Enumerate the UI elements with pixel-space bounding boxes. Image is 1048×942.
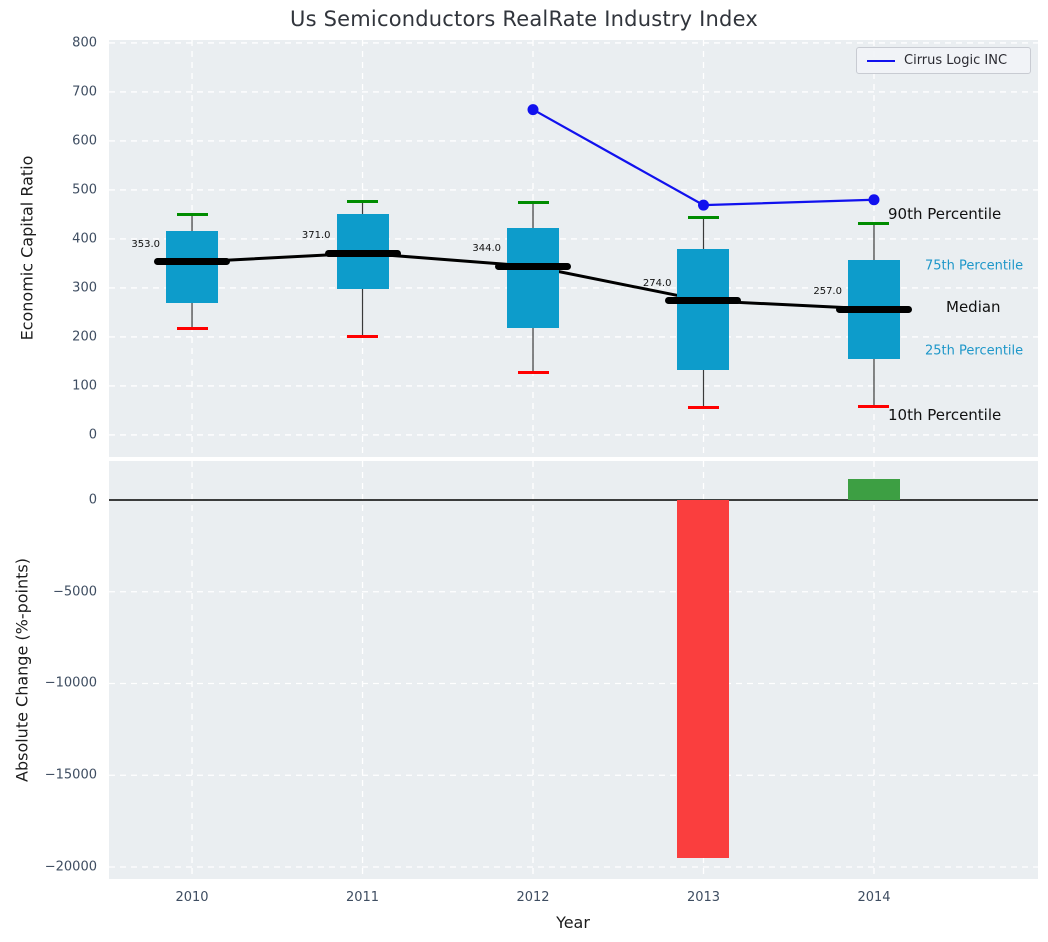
ytick-top-300: 300: [72, 280, 97, 296]
cap-90th-2011: [347, 199, 379, 203]
cap-90th-2012: [517, 201, 549, 205]
legend-line-sample-icon: [867, 59, 895, 62]
ytick-top-500: 500: [72, 182, 97, 198]
median-marker-2010: [154, 258, 231, 266]
legend-label: Cirrus Logic INC: [904, 53, 1008, 68]
xtick-2013: 2013: [686, 890, 721, 905]
annotation-25th-percentile: 25th Percentile: [925, 343, 1024, 359]
cap-90th-2014: [858, 221, 890, 225]
median-marker-2013: [665, 297, 742, 305]
ytick-top-700: 700: [72, 84, 97, 100]
y-axis-label-top: Economic Capital Ratio: [17, 155, 37, 341]
cirrus-logic-point-2013: [697, 199, 709, 211]
xtick-2012: 2012: [516, 890, 550, 905]
cap-10th-2012: [517, 370, 549, 374]
ytick-bottom-−20000: −20000: [44, 859, 97, 875]
cap-10th-2014: [858, 405, 890, 409]
ytick-bottom-−5000: −5000: [53, 584, 97, 600]
xtick-2010: 2010: [175, 890, 209, 905]
cap-10th-2013: [687, 405, 719, 409]
ytick-bottom-−10000: −10000: [44, 675, 97, 691]
change-bar-2013: [677, 499, 730, 858]
annotation-90th-percentile: 90th Percentile: [888, 204, 1002, 223]
chart-title: Us Semiconductors RealRate Industry Inde…: [290, 7, 758, 31]
ytick-bottom-−15000: −15000: [44, 767, 97, 783]
cirrus-logic-point-2014: [868, 194, 880, 206]
annotation-median: Median: [946, 298, 1001, 317]
ytick-top-200: 200: [72, 329, 97, 345]
cap-90th-2013: [687, 216, 719, 220]
median-value-label-2011: 371.0: [301, 230, 331, 242]
top-plot-area: 353.0 371.0 344.0 274.0 257.0 90th Percentile…: [109, 40, 1038, 457]
median-value-label-2012: 344.0: [472, 243, 501, 255]
median-marker-2014: [835, 305, 912, 313]
cap-90th-2010: [176, 213, 208, 217]
x-axis-label: Year: [556, 913, 590, 932]
median-marker-2012: [495, 262, 571, 270]
ytick-top-0: 0: [88, 427, 97, 443]
xtick-2014: 2014: [857, 890, 891, 905]
ytick-top-400: 400: [72, 231, 97, 247]
percentile-box-2013: [677, 248, 730, 370]
annotation-75th-percentile: 75th Percentile: [925, 258, 1024, 274]
cap-10th-2010: [176, 326, 208, 330]
median-value-label-2013: 274.0: [642, 277, 672, 289]
change-bar-2014: [847, 478, 900, 500]
annotation-10th-percentile: 10th Percentile: [888, 405, 1002, 424]
median-marker-2011: [324, 249, 401, 257]
ytick-bottom-0: 0: [88, 492, 97, 508]
percentile-box-2012: [507, 228, 559, 329]
cirrus-logic-point-2012: [527, 104, 539, 116]
percentile-box-2010: [166, 231, 219, 303]
median-value-label-2014: 257.0: [813, 286, 842, 298]
bottom-plot-canvas: [109, 461, 1038, 879]
cap-10th-2011: [347, 334, 379, 338]
ytick-top-100: 100: [72, 378, 97, 394]
bottom-plot-area: [109, 461, 1038, 879]
median-value-label-2010: 353.0: [131, 238, 161, 250]
xtick-2011: 2011: [345, 890, 380, 905]
top-plot-canvas: [109, 40, 1038, 457]
ytick-top-800: 800: [72, 35, 97, 51]
legend: Cirrus Logic INC: [856, 47, 1031, 74]
ytick-top-600: 600: [72, 133, 97, 149]
cirrus-logic-line: [532, 108, 875, 207]
y-axis-label-bottom: Absolute Change (%-points): [12, 558, 32, 782]
